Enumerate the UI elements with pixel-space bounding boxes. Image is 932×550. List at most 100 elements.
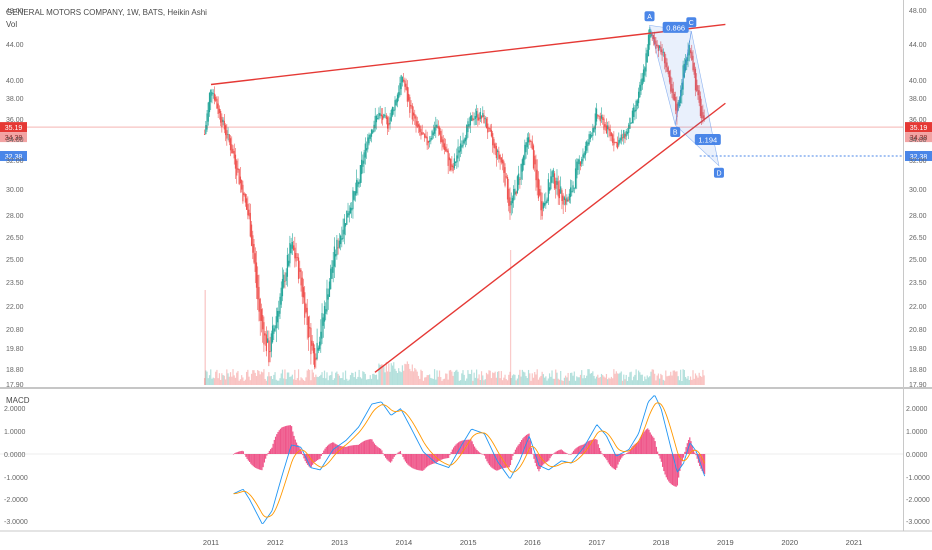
volume-bar — [503, 377, 505, 385]
x-tick-label: 2017 — [588, 538, 605, 547]
candle-body — [561, 190, 563, 201]
macd-histogram-bar — [363, 440, 366, 454]
volume-bar — [487, 374, 489, 385]
candle-body — [414, 114, 416, 119]
volume-bar — [393, 362, 395, 385]
candle-body — [560, 186, 562, 194]
macd-histogram-bar — [282, 426, 284, 454]
macd-histogram-bar — [412, 454, 414, 469]
candle-body — [208, 93, 211, 113]
candle-body — [526, 137, 528, 148]
left-price-tick: 48.00 — [6, 8, 24, 15]
candle-body — [557, 181, 559, 197]
macd-histogram-bar — [292, 431, 294, 454]
candle-body — [290, 244, 292, 254]
candle-body — [318, 341, 321, 350]
candle-body — [343, 218, 345, 235]
volume-bar — [457, 371, 459, 385]
macd-histogram-bar — [469, 439, 471, 454]
candle-body — [210, 89, 212, 103]
volume-bar — [216, 369, 218, 385]
macd-histogram-bar — [318, 454, 320, 460]
macd-histogram-bar — [283, 426, 285, 454]
volume-bar — [642, 380, 645, 385]
candle-body — [686, 57, 688, 66]
macd-histogram-bar — [347, 446, 350, 454]
candle-body — [454, 161, 457, 164]
volume-bar — [326, 372, 328, 385]
volume-bar — [453, 371, 455, 385]
right-price-tick: 17.90 — [909, 382, 927, 389]
macd-histogram-bar — [425, 454, 428, 468]
volume-bar — [582, 378, 584, 385]
volume-bar — [259, 374, 261, 385]
volume-bar — [467, 370, 469, 385]
candle-body — [645, 53, 647, 72]
volume-bar — [411, 364, 413, 385]
macd-histogram-bar — [464, 440, 466, 454]
macd-histogram-bar — [554, 452, 556, 454]
volume-bar — [520, 376, 522, 385]
candle-body — [488, 128, 490, 129]
macd-histogram-bar — [439, 454, 441, 461]
macd-histogram-bar — [281, 427, 283, 454]
volume-bar — [443, 378, 446, 385]
candle-body — [391, 106, 394, 116]
macd-histogram-bar — [328, 444, 330, 454]
volume-bar — [545, 376, 547, 385]
macd-histogram-bar — [315, 454, 317, 461]
candle-body — [403, 79, 405, 82]
candle-body — [443, 143, 446, 150]
macd-histogram-bar — [414, 454, 416, 470]
candle-body — [437, 126, 439, 129]
macd-histogram-bar — [260, 454, 262, 470]
candle-body — [255, 262, 258, 288]
candle-body — [466, 124, 468, 140]
candle-body — [237, 168, 239, 171]
candle-body — [299, 268, 301, 272]
candle-body — [297, 257, 300, 280]
macd-histogram-bar — [309, 454, 311, 468]
macd-histogram-bar — [632, 445, 634, 454]
macd-histogram-bar — [265, 454, 267, 459]
macd-histogram-bar — [556, 450, 559, 454]
candle-body — [427, 140, 429, 143]
volume-bar — [304, 380, 306, 385]
macd-histogram-bar — [671, 454, 674, 486]
macd-histogram-bar — [287, 425, 289, 454]
volume-bar — [558, 379, 561, 385]
candle-body — [468, 124, 470, 127]
macd-histogram-bar — [461, 440, 463, 454]
candle-body — [527, 137, 530, 143]
candle-body — [384, 115, 386, 117]
volume-bar — [694, 373, 697, 385]
candle-body — [301, 277, 303, 297]
macd-histogram-bar — [365, 440, 367, 454]
candle-body — [461, 145, 463, 148]
volume-bar — [635, 369, 637, 385]
candle-body — [691, 51, 693, 60]
macd-histogram-bar — [495, 454, 497, 471]
macd-histogram-bar — [434, 454, 436, 464]
macd-histogram-bar — [626, 453, 628, 454]
macd-histogram-bar — [591, 439, 593, 454]
macd-histogram-bar — [263, 454, 266, 463]
macd-histogram-bar — [691, 445, 693, 454]
left-price-tick: 17.90 — [6, 382, 24, 389]
volume-bar — [513, 374, 515, 385]
volume-bar — [325, 378, 327, 385]
candle-body — [411, 105, 413, 120]
volume-bar — [662, 379, 664, 385]
volume-bar — [680, 369, 682, 385]
volume-bar — [515, 380, 517, 385]
macd-histogram-bar — [284, 426, 287, 454]
macd-histogram-bar — [377, 447, 379, 454]
macd-histogram-bar — [457, 442, 460, 454]
macd-histogram-bar — [664, 454, 666, 475]
candle-body — [595, 108, 598, 122]
candle-body — [551, 171, 553, 183]
candle-body — [459, 143, 462, 152]
ratio-label: 0.866 — [666, 23, 685, 32]
volume-bar — [511, 375, 514, 385]
left-price-badge — [0, 122, 27, 133]
